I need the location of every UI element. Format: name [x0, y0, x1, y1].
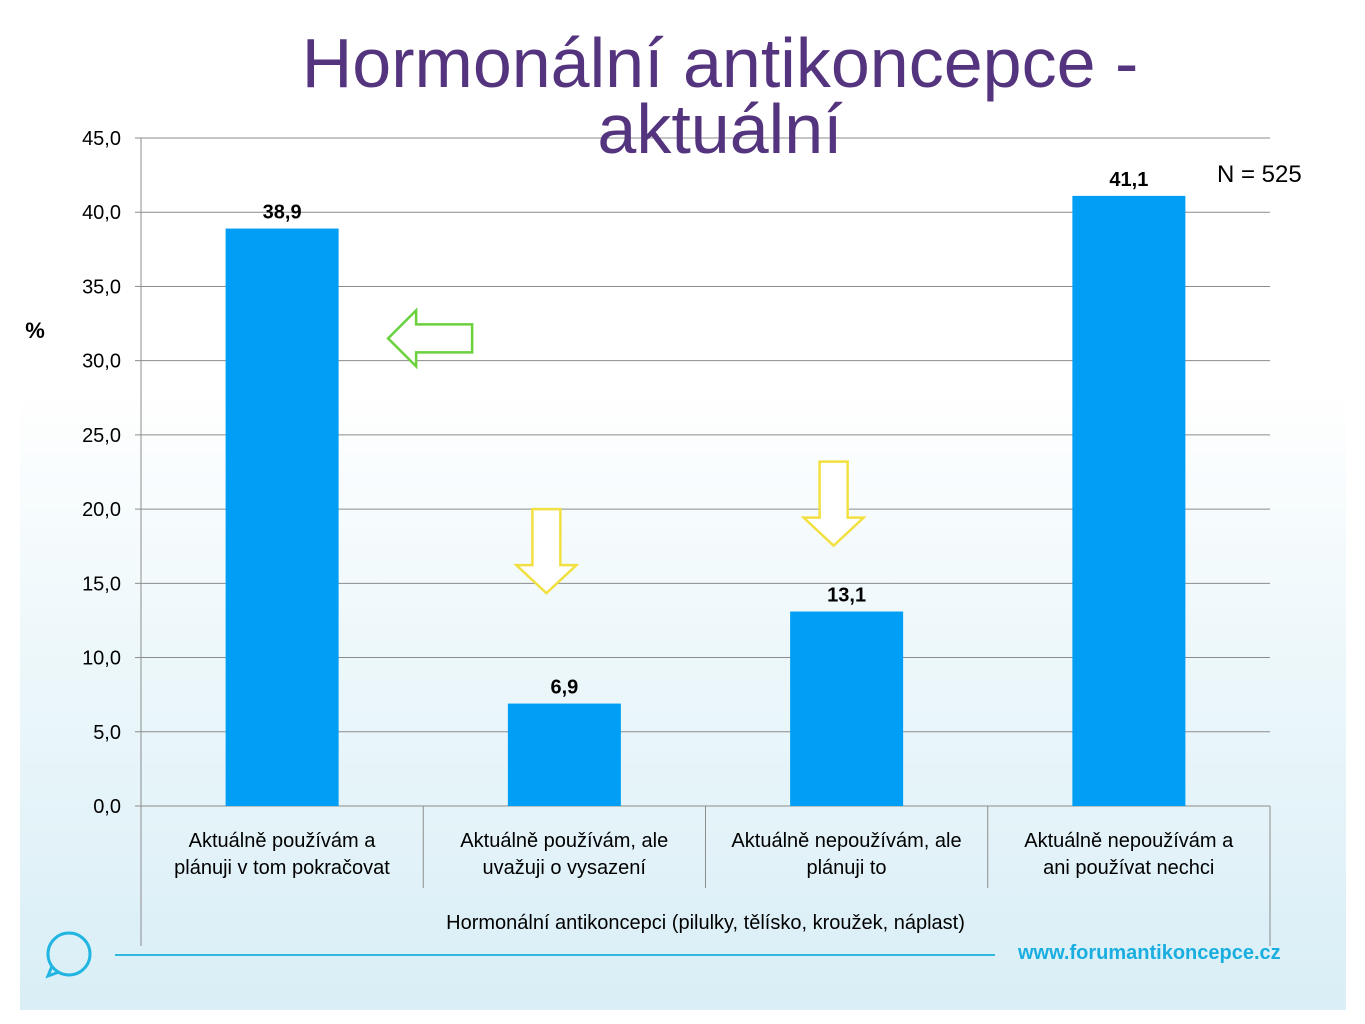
y-tick-label: 0,0 [93, 796, 121, 818]
y-tick-label: 25,0 [82, 425, 121, 447]
bar [790, 611, 904, 806]
sample-size-label: N = 525 [1217, 161, 1302, 188]
title-line-1: Hormonální antikoncepce - [301, 24, 1139, 102]
y-tick-label: 15,0 [82, 573, 121, 595]
title-line-2: aktuální [597, 90, 843, 168]
x-axis-group-label: Hormonální antikoncepci (pilulky, tělísk… [446, 912, 965, 934]
y-tick-label: 45,0 [82, 128, 121, 150]
y-tick-label: 35,0 [82, 276, 121, 298]
x-category-label-line: plánuji to [806, 857, 887, 879]
bar [507, 703, 621, 806]
x-category-label-line: Aktuálně nepoužívám a [1024, 830, 1234, 852]
y-tick-label: 30,0 [82, 351, 121, 373]
x-category-label-line: uvažuji o vysazení [482, 857, 646, 879]
x-category-label-line: plánuji v tom pokračovat [174, 857, 390, 879]
footer-divider [115, 954, 995, 956]
bar [225, 228, 339, 806]
y-axis-label: % [25, 318, 45, 343]
arrow-down-icon [513, 507, 580, 595]
speech-bubble-icon [45, 931, 92, 979]
x-category-label-line: Aktuálně používám a [188, 830, 376, 852]
x-category-label-line: Aktuálně nepoužívám, ale [731, 830, 962, 852]
x-category-label-line: ani používat nechci [1043, 857, 1215, 879]
arrow-left-icon [386, 307, 474, 370]
y-tick-label: 5,0 [93, 722, 121, 744]
x-category-label: Aktuálně používám, ale uvažuji o vysazení [423, 828, 705, 882]
slide-title: Hormonální antikoncepce - aktuální [200, 24, 1240, 168]
bar-value-label: 6,9 [550, 677, 578, 699]
bar-value-label: 41,1 [1109, 169, 1148, 191]
x-category-label: Aktuálně používám a plánuji v tom pokračo… [141, 828, 423, 882]
y-tick-label: 40,0 [82, 202, 121, 224]
arrow-down-icon [800, 460, 867, 548]
x-category-label: Aktuálně nepoužívám, ale plánuji to [706, 828, 988, 882]
bar-value-label: 38,9 [263, 202, 302, 224]
bar [1072, 195, 1186, 807]
bar-value-label: 13,1 [827, 585, 866, 607]
y-tick-label: 10,0 [82, 648, 121, 670]
footer-url: www.forumantikoncepce.cz [1018, 942, 1281, 964]
x-category-label-line: Aktuálně používám, ale [460, 830, 669, 852]
y-tick-label: 20,0 [82, 499, 121, 521]
x-category-label: Aktuálně nepoužívám a ani používat nechci [988, 828, 1270, 882]
